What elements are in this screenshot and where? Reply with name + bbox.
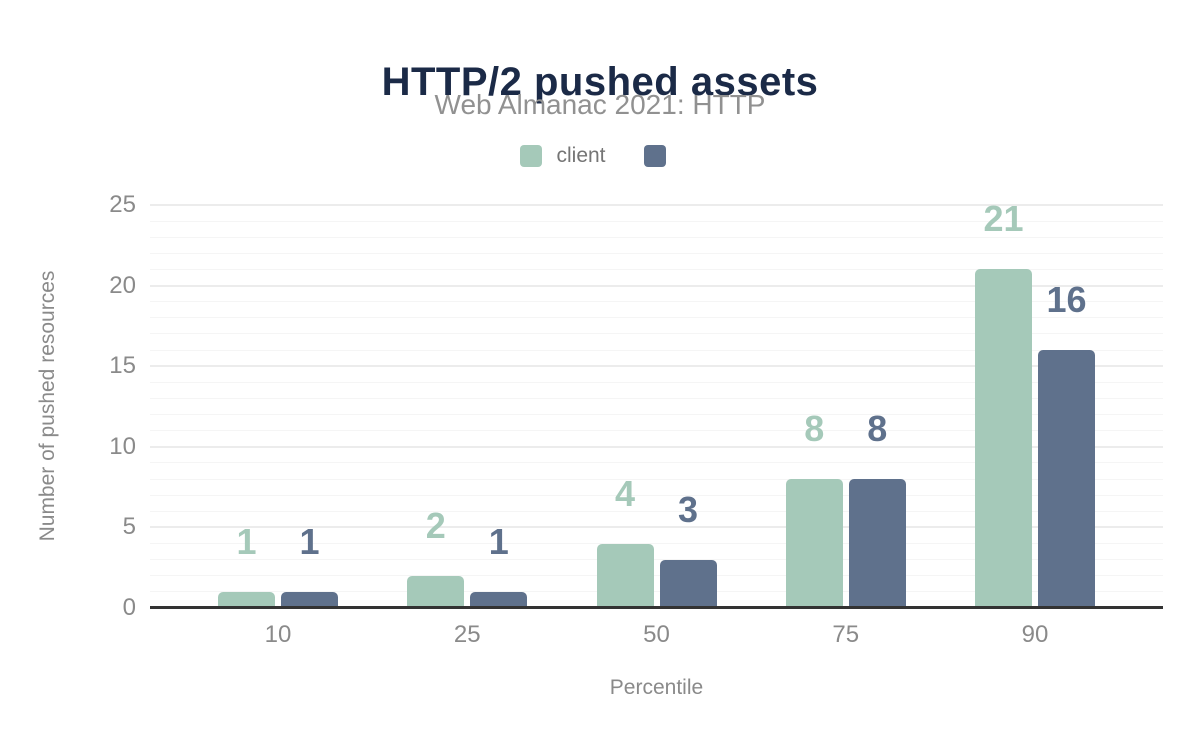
bar-client-p90[interactable] [975,269,1032,608]
gridline-minor [150,381,1163,383]
x-tick-label: 50 [643,621,670,648]
bar-wrap: 1 [218,205,275,608]
gridline-minor [150,317,1163,319]
x-tick-label: 90 [1021,621,1049,648]
bar-value-label: 3 [677,488,699,530]
y-tick-label: 25 [109,191,136,218]
gridline-minor [150,220,1163,222]
bar-value-label: 1 [236,520,257,562]
bar-value-label: 8 [867,408,888,450]
gridline-minor [150,414,1163,416]
bar-value-label: 16 [1046,279,1087,321]
bar-client-p10[interactable] [218,591,275,608]
bar-wrap: 1 [470,205,528,608]
gridline-major [150,204,1163,206]
gridline-major [150,526,1163,529]
x-tick-label: 75 [832,621,860,648]
gridline-minor [150,349,1163,351]
bar-value-label: 1 [488,520,509,562]
legend-label: client [556,144,606,167]
gridline-minor [150,591,1163,593]
gridline-minor [150,301,1163,303]
bar-wrap: 2 [407,205,465,608]
gridline-major [150,284,1163,287]
plot-area: 0 5 10 15 20 25 1 1 2 1 4 3 8 8 21 16 [109,192,1163,621]
bar-wrap: 21 [975,201,1032,608]
chart-title: HTTP/2 pushed assets [381,59,819,104]
bars-row: 1 1 2 1 4 3 8 8 21 16 [150,201,1163,608]
y-tick-label: 10 [109,432,136,460]
chart-subtitle: Web Almanac 2021: HTTP [434,89,766,120]
bar-group-90: 21 16 [975,201,1095,608]
bar-value-label: 8 [804,408,825,450]
gridline-minor [150,268,1163,270]
x-axis-title: Percentile [609,676,704,699]
bar-series2-p50[interactable] [659,559,717,608]
legend-item-client: client [520,144,606,168]
bar-series2-p75[interactable] [848,479,906,608]
bar-value-label: 4 [614,472,636,514]
x-axis-line [150,606,1163,609]
bar-wrap: 16 [1038,205,1095,608]
bar-wrap: 3 [659,205,717,608]
gridline-major [150,365,1163,368]
gridline-minor [150,236,1163,238]
gridline-minor [150,510,1163,512]
x-tick-label: 25 [453,621,481,648]
gridline-minor [150,478,1163,480]
bar-wrap: 4 [596,205,654,608]
gridline-major [150,445,1163,448]
bar-value-label: 1 [299,520,320,562]
x-tick-label: 10 [264,621,292,648]
bar-client-p50[interactable] [596,543,654,608]
y-tick-label: 20 [109,271,136,299]
y-tick-label: 0 [122,594,136,621]
bar-client-p75[interactable] [785,479,843,608]
y-axis-title: Number of pushed resources [36,270,59,542]
bar-wrap: 8 [785,205,843,608]
bar-series2-p25[interactable] [470,591,528,608]
bar-wrap: 1 [281,205,338,608]
legend-swatch [520,145,543,167]
bar-series2-p10[interactable] [281,591,338,608]
gridline-minor [150,430,1163,432]
gridline-minor [150,397,1163,399]
y-tick-label: 5 [122,513,136,541]
legend: client [0,144,1200,168]
bar-value-label: 2 [425,504,446,546]
gridline-minor [150,559,1163,561]
x-axis-ticks: 10 25 50 75 90 [150,621,1163,649]
y-tick-label: 15 [109,352,136,380]
legend-item-2 [643,145,680,167]
bar-value-label: 21 [983,198,1024,240]
gridline-minor [150,543,1163,545]
gridline-minor [150,462,1163,464]
gridline-minor [150,575,1163,577]
bar-series2-p90[interactable] [1038,350,1095,608]
gridline-minor [150,333,1163,335]
legend-swatch [643,145,666,167]
bar-wrap: 8 [848,205,906,608]
bar-client-p25[interactable] [407,575,465,608]
gridline-minor [150,252,1163,254]
gridline-minor [150,494,1163,496]
